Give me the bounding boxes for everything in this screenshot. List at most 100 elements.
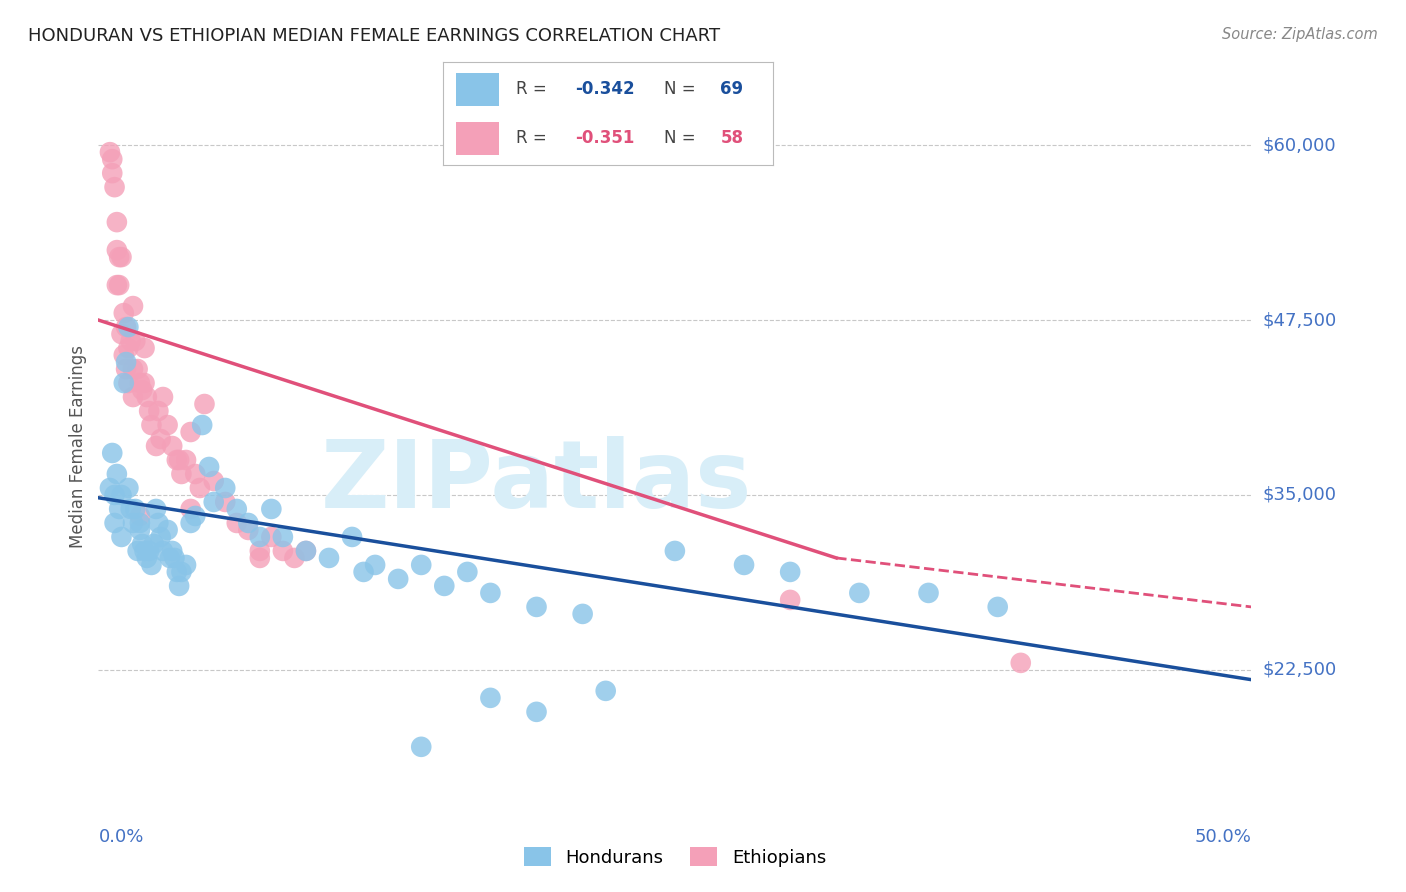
Point [283,550,305,565]
Point [134,544,156,558]
Point [170,565,193,579]
Point [110,530,132,544]
Point [103,516,125,530]
Point [135,550,157,565]
Point [238,523,260,537]
Point [138,544,160,558]
Point [101,446,124,460]
Point [166,453,188,467]
Point [131,537,153,551]
Point [156,417,179,432]
Point [142,537,165,551]
Point [184,508,207,523]
Point [249,544,271,558]
Point [115,362,138,376]
Point [103,488,125,502]
Point [115,355,138,369]
Point [271,544,294,558]
Point [295,544,318,558]
Point [779,593,801,607]
Point [149,530,172,544]
Point [127,544,149,558]
Point [117,341,139,355]
Point [160,439,183,453]
Point [141,417,163,432]
Point [117,376,139,390]
Point [122,299,145,313]
Text: N =: N = [664,129,702,147]
Point [129,508,152,523]
Point [779,565,801,579]
FancyBboxPatch shape [456,73,499,105]
Point [260,502,283,516]
Point [225,516,247,530]
Point [112,376,135,390]
Point [184,467,207,481]
Point [170,467,193,481]
Point [110,327,132,342]
Point [117,320,139,334]
Point [135,390,157,404]
Point [110,250,132,264]
Text: 0.0%: 0.0% [98,828,143,846]
Text: -0.351: -0.351 [575,129,634,147]
Text: HONDURAN VS ETHIOPIAN MEDIAN FEMALE EARNINGS CORRELATION CHART: HONDURAN VS ETHIOPIAN MEDIAN FEMALE EARN… [28,27,720,45]
Text: 50.0%: 50.0% [1195,828,1251,846]
Point [156,523,179,537]
Point [188,481,211,495]
Text: 69: 69 [720,80,744,98]
Point [848,586,870,600]
Point [214,495,236,509]
Point [1010,656,1032,670]
Point [180,502,202,516]
Point [105,215,128,229]
Point [141,558,163,572]
Point [122,516,145,530]
Point [340,530,363,544]
Point [145,502,167,516]
Point [271,530,294,544]
Point [595,684,617,698]
Point [526,705,548,719]
Point [411,558,433,572]
Point [117,481,139,495]
Point [174,453,197,467]
Point [122,362,145,376]
Point [124,502,146,516]
Point [163,550,186,565]
Point [148,516,170,530]
Point [98,145,121,160]
Point [159,550,181,565]
Point [664,544,686,558]
Point [238,516,260,530]
Point [526,599,548,614]
Text: N =: N = [664,80,702,98]
Legend: Hondurans, Ethiopians: Hondurans, Ethiopians [516,840,834,874]
Point [387,572,409,586]
Text: -0.342: -0.342 [575,80,634,98]
Point [134,376,156,390]
Point [131,383,153,397]
Point [152,390,174,404]
Point [105,243,128,257]
Text: R =: R = [516,80,551,98]
Point [167,579,190,593]
Point [174,558,197,572]
Point [129,516,152,530]
Point [295,544,318,558]
Point [101,166,124,180]
Point [138,404,160,418]
Point [124,334,146,348]
Point [98,481,121,495]
Text: $47,500: $47,500 [1263,311,1337,329]
Point [166,565,188,579]
Point [105,467,128,481]
Point [180,425,202,439]
Point [364,558,387,572]
FancyBboxPatch shape [456,122,499,155]
Point [167,453,190,467]
Point [479,586,502,600]
Point [108,502,131,516]
Point [105,278,128,293]
Point [120,502,142,516]
